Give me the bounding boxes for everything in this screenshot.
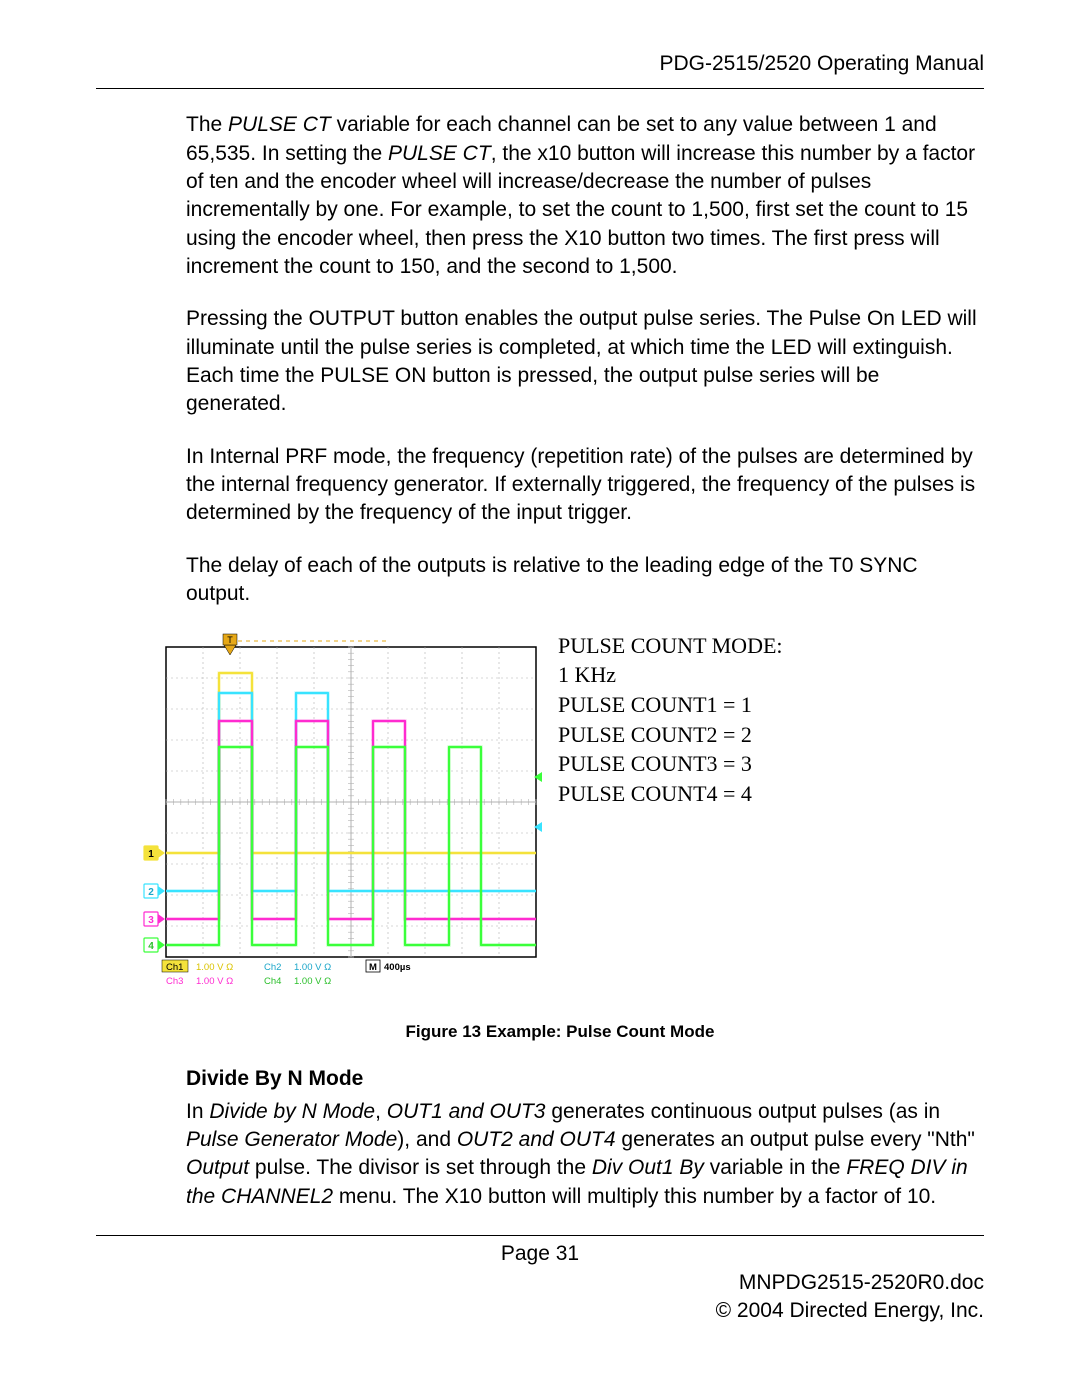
svg-text:1: 1 — [148, 849, 154, 860]
sb-k: pulse. The divisor is set through the — [255, 1156, 592, 1179]
svg-text:M: M — [369, 962, 377, 973]
svg-text:1.00 V Ω: 1.00 V Ω — [294, 976, 331, 987]
legend-line-6: PULSE COUNT4 = 4 — [558, 779, 783, 809]
sb-f: Pulse Generator Mode — [186, 1128, 397, 1151]
header-rule — [96, 88, 984, 89]
sb-m: variable in the — [704, 1156, 846, 1179]
footer-doc: MNPDG2515-2520R0.doc — [96, 1269, 984, 1297]
legend-line-5: PULSE COUNT3 = 3 — [558, 749, 783, 779]
svg-text:1.00 V Ω: 1.00 V Ω — [196, 976, 233, 987]
sb-h: OUT2 and OUT4 — [457, 1128, 616, 1151]
svg-text:400µs: 400µs — [384, 962, 411, 973]
legend-line-4: PULSE COUNT2 = 2 — [558, 720, 783, 750]
paragraph-3: In Internal PRF mode, the frequency (rep… — [186, 443, 984, 528]
svg-text:Ch3: Ch3 — [166, 976, 183, 987]
sb-i: generates an output pulse every "Nth" — [616, 1128, 975, 1151]
footer-page: Page 31 — [96, 1240, 984, 1268]
sb-d: OUT1 and OUT3 — [387, 1100, 552, 1123]
svg-text:T: T — [227, 635, 233, 645]
p1-text: The — [186, 113, 228, 136]
sb-e: generates continuous output pulses (as i… — [551, 1100, 940, 1123]
sb-o: menu. The X10 button will multiply this … — [333, 1185, 936, 1208]
sb-c: , — [375, 1100, 387, 1123]
svg-text:1.00 V Ω: 1.00 V Ω — [294, 962, 331, 973]
sb-g: ), and — [397, 1128, 457, 1151]
figure-area: T 1 2 3 4 Ch1 1.00 V Ω Ch2 1.00 V Ω Ch3 1.00 V Ω Ch… — [134, 633, 984, 1003]
svg-text:Ch4: Ch4 — [264, 976, 281, 987]
paragraph-1: The PULSE CT variable for each channel c… — [186, 111, 984, 281]
sb-l: Div Out1 By — [592, 1156, 704, 1179]
header-title: PDG-2515/2520 Operating Manual — [96, 50, 984, 78]
legend-line-2: 1 KHz — [558, 660, 783, 690]
svg-text:1.00 V Ω: 1.00 V Ω — [196, 962, 233, 973]
svg-text:3: 3 — [148, 915, 154, 926]
section-body: In Divide by N Mode, OUT1 and OUT3 gener… — [186, 1098, 984, 1211]
legend-line-1: PULSE COUNT MODE: — [558, 631, 783, 661]
legend-line-3: PULSE COUNT1 = 1 — [558, 690, 783, 720]
p1-var1: PULSE CT — [228, 113, 331, 136]
paragraph-2: Pressing the OUTPUT button enables the o… — [186, 305, 984, 418]
svg-text:4: 4 — [148, 941, 154, 952]
oscilloscope-screenshot: T 1 2 3 4 Ch1 1.00 V Ω Ch2 1.00 V Ω Ch3 1.00 V Ω Ch… — [134, 633, 550, 1003]
scope-legend: PULSE COUNT MODE: 1 KHz PULSE COUNT1 = 1… — [558, 631, 783, 809]
section-title-divide-by-n: Divide By N Mode — [186, 1065, 984, 1093]
sb-b: Divide by N Mode — [209, 1100, 375, 1123]
svg-text:Ch2: Ch2 — [264, 962, 281, 973]
paragraph-4: The delay of each of the outputs is rela… — [186, 552, 984, 609]
p1-var2: PULSE CT — [388, 142, 491, 165]
svg-text:2: 2 — [148, 887, 154, 898]
svg-text:Ch1: Ch1 — [166, 962, 183, 973]
figure-caption: Figure 13 Example: Pulse Count Mode — [136, 1021, 984, 1044]
sb-a: In — [186, 1100, 209, 1123]
footer-copyright: © 2004 Directed Energy, Inc. — [96, 1297, 984, 1325]
sb-j: Output — [186, 1156, 255, 1179]
scope-svg: T 1 2 3 4 Ch1 1.00 V Ω Ch2 1.00 V Ω Ch3 1.00 V Ω Ch… — [134, 633, 550, 1003]
footer-rule — [96, 1235, 984, 1236]
